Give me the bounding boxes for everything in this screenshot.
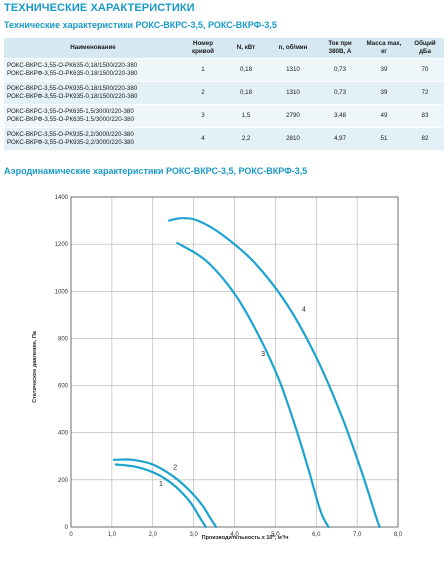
noise-cell: 82 [406, 126, 444, 150]
model-cell: РОКС-ВКРС-3,55-О-РК635-1,5/3000/220-380 Р… [4, 103, 182, 128]
curve-3 [176, 241, 330, 529]
model-name: РОКС-ВКРС-3,55-О-РК935-2,2/3000/220-380 [7, 130, 134, 138]
noise-cell: 83 [406, 103, 444, 128]
current-cell: 0,73 [318, 80, 362, 105]
x-tick-label: 8,0 [394, 532, 403, 538]
y-tick-label: 0 [65, 525, 69, 531]
y-tick-label: 200 [58, 478, 69, 484]
table-row: РОКС-ВКРС-3,55-О-РК635-1,5/3000/220-380 Р… [4, 103, 444, 128]
x-tick-label: 1,0 [108, 532, 117, 538]
model-cell: РОКС-ВКРС-3,55-О-РК935-0,18/1500/220-380… [4, 80, 182, 105]
model-cell: РОКС-ВКРС-3,55-О-РК935-2,2/3000/220-380 Р… [4, 126, 182, 150]
y-tick-label: 1400 [55, 195, 69, 201]
curve-cell: 1 [182, 57, 224, 82]
x-tick-label: 6,0 [312, 532, 321, 538]
mass-cell: 39 [362, 80, 406, 105]
mass-cell: 39 [362, 57, 406, 82]
col-header-curve: Номер кривой [182, 38, 224, 59]
table-row: РОКС-ВКРС-3,55-О-РК935-0,18/1500/220-380… [4, 80, 444, 105]
chart-ticks: 0 1,0 2,0 3,0 4,0 5,0 6,0 7,0 8,0 0 200 400 600 800 10… [55, 195, 403, 538]
aerodynamic-chart: 0 1,0 2,0 3,0 4,0 5,0 6,0 7,0 8,0 0 200 400 600 800 10… [32, 195, 403, 541]
y-tick-label: 800 [58, 336, 69, 342]
model-name: РОКС-ВКРС-3,55-О-РК635-0,18/1500/220-380 [7, 61, 138, 69]
x-tick-label: 3,0 [189, 532, 198, 538]
current-cell: 4,97 [318, 126, 362, 150]
curve-cell: 2 [182, 80, 224, 105]
x-tick-label: 2,0 [149, 532, 158, 538]
aero-section-title: Аэродинамические характеристики РОКС-ВКР… [4, 166, 308, 176]
x-axis-label: Производительность х 103, м³/ч [202, 533, 289, 541]
mass-cell: 51 [362, 126, 406, 150]
specs-section-title: Технические характеристики РОКС-ВКРС-3,5… [4, 20, 277, 30]
noise-cell: 72 [406, 80, 444, 105]
curve-2 [112, 458, 218, 529]
chart-curves [112, 217, 381, 529]
model-name: РОКС-ВКРФ-3,55-О-РК935-2,2/3000/220-380 [7, 138, 135, 146]
rpm-cell: 1310 [268, 80, 318, 105]
plot-frame [70, 196, 399, 528]
power-cell: 1,5 [224, 103, 268, 128]
curve-label-4: 4 [302, 306, 306, 313]
col-header-name: Наименование [4, 38, 182, 59]
rpm-cell: 1310 [268, 57, 318, 82]
current-cell: 3,48 [318, 103, 362, 128]
curve-cell: 4 [182, 126, 224, 150]
rpm-cell: 2790 [268, 103, 318, 128]
y-tick-label: 400 [58, 431, 69, 437]
page-title: ТЕХНИЧЕСКИЕ ХАРАКТЕРИСТИКИ [4, 2, 195, 14]
col-header-mass: Масса max, кг [362, 38, 406, 59]
col-header-rpm: n, об/мин [268, 38, 318, 59]
model-name: РОКС-ВКРФ-3,55-О-РК935-0,18/1500/220-380 [7, 92, 138, 100]
power-cell: 2,2 [224, 126, 268, 150]
curve-cell: 3 [182, 103, 224, 128]
y-tick-label: 1000 [55, 289, 69, 295]
y-axis-label: Статическое давление, Па [32, 330, 38, 403]
curve-label-2: 2 [173, 464, 177, 471]
power-cell: 0,18 [224, 80, 268, 105]
col-header-current: Ток при 380В, А [318, 38, 362, 59]
curve-4 [168, 217, 381, 529]
table-row: РОКС-ВКРС-3,55-О-РК635-0,18/1500/220-380… [4, 57, 444, 82]
model-cell: РОКС-ВКРС-3,55-О-РК635-0,18/1500/220-380… [4, 57, 182, 82]
curve-1 [114, 463, 207, 529]
mass-cell: 49 [362, 103, 406, 128]
y-tick-label: 600 [58, 384, 69, 390]
x-tick-label: 0 [69, 532, 73, 538]
col-header-noise: Общий дБа [406, 38, 444, 59]
chart-grid [70, 196, 399, 528]
model-name: РОКС-ВКРС-3,55-О-РК635-1,5/3000/220-380 [7, 107, 134, 115]
model-name: РОКС-ВКРФ-3,55-О-РК635-1,5/3000/220-380 [7, 115, 135, 123]
model-name: РОКС-ВКРС-3,55-О-РК935-0,18/1500/220-380 [7, 84, 138, 92]
specs-table: Наименование Номер кривой N, кВт n, об/м… [4, 38, 444, 150]
table-header-row: Наименование Номер кривой N, кВт n, об/м… [4, 38, 444, 59]
current-cell: 0,73 [318, 57, 362, 82]
col-header-power: N, кВт [224, 38, 268, 59]
x-tick-label: 5,0 [271, 532, 280, 538]
y-tick-label: 1200 [55, 242, 69, 248]
x-tick-label: 7,0 [353, 532, 362, 538]
power-cell: 0,18 [224, 57, 268, 82]
curve-label-3: 3 [261, 351, 265, 358]
table-row: РОКС-ВКРС-3,55-О-РК935-2,2/3000/220-380 Р… [4, 126, 444, 150]
curve-label-1: 1 [159, 481, 163, 488]
x-tick-label: 4,0 [230, 532, 239, 538]
rpm-cell: 2810 [268, 126, 318, 150]
model-name: РОКС-ВКРФ-3,55-О-РК635-0,18/1500/220-380 [7, 69, 138, 77]
noise-cell: 70 [406, 57, 444, 82]
chart-curve-labels: 1 2 3 4 [159, 306, 306, 487]
